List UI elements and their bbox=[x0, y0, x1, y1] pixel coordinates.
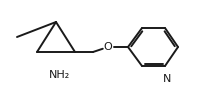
Text: NH₂: NH₂ bbox=[49, 70, 71, 80]
Text: O: O bbox=[104, 42, 112, 52]
Text: N: N bbox=[163, 74, 171, 84]
